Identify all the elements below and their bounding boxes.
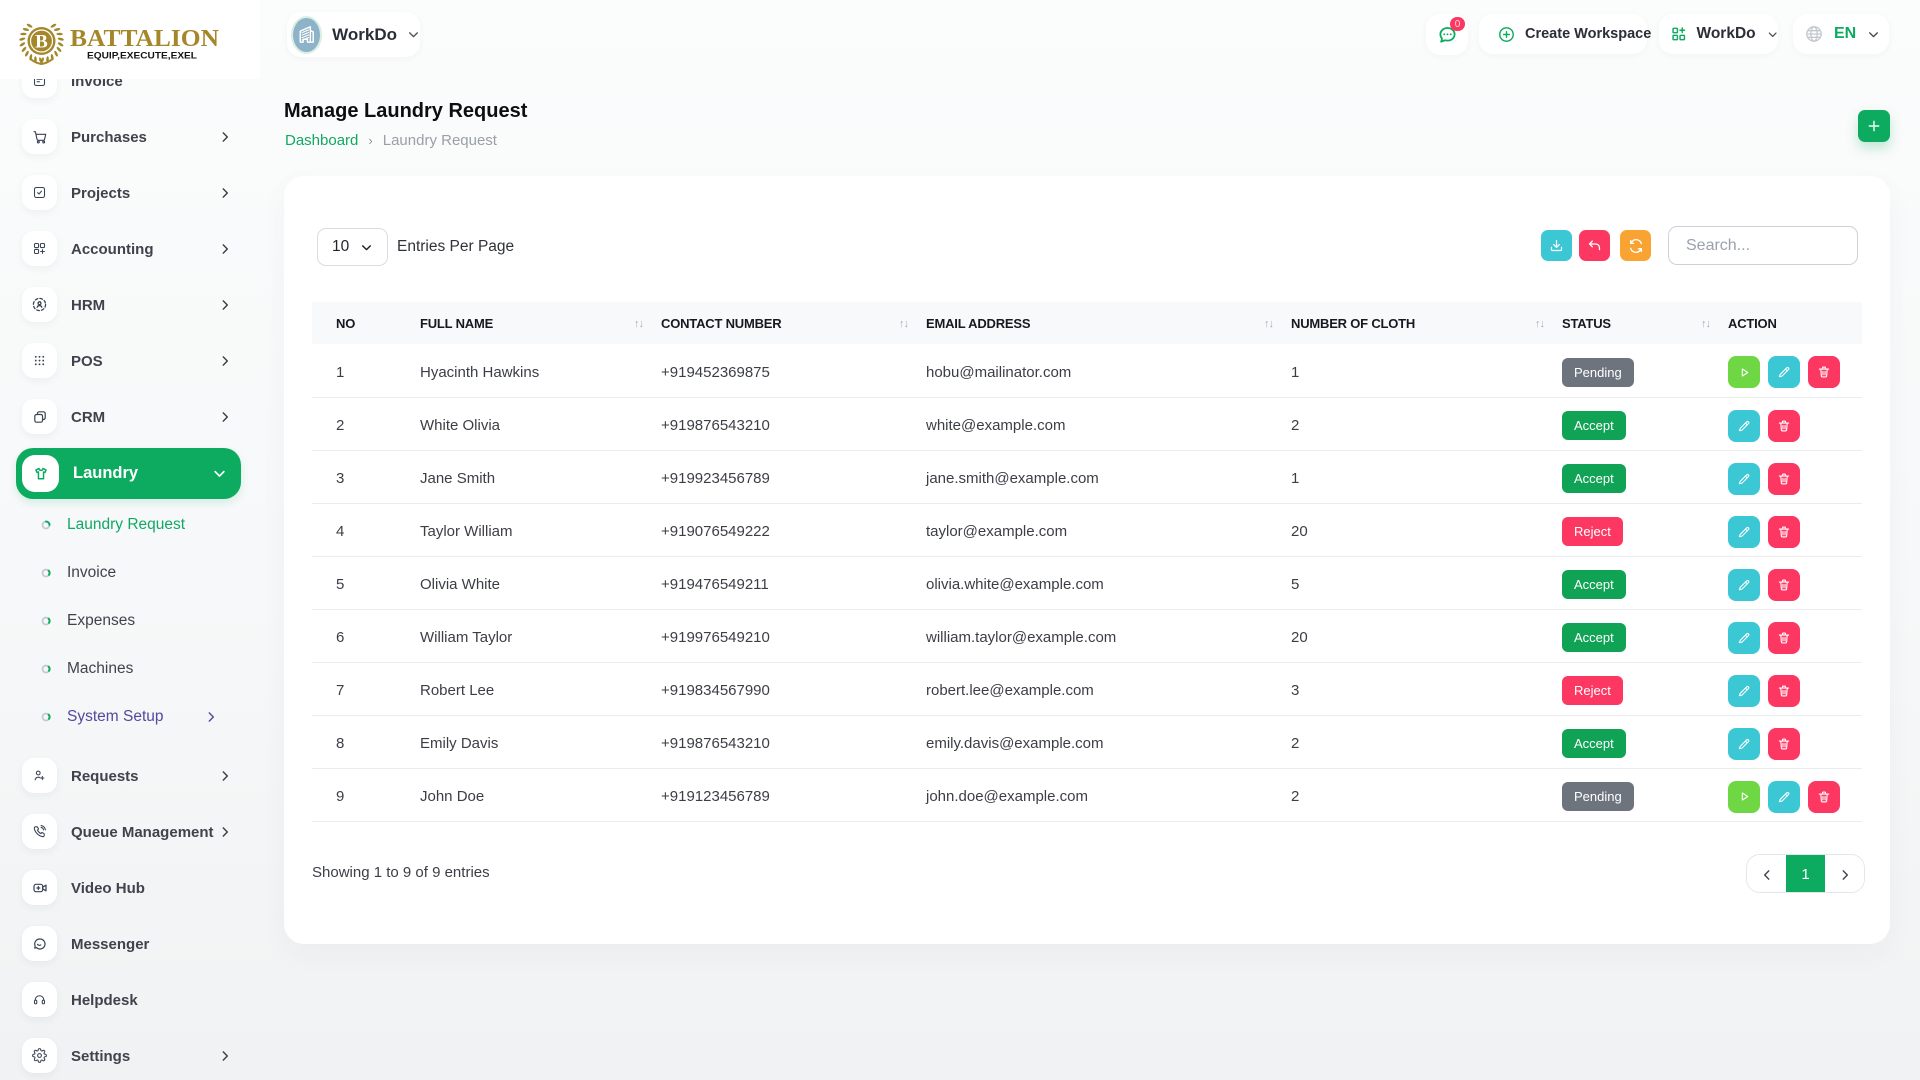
svg-text:EQUIP,EXECUTE,EXEL: EQUIP,EXECUTE,EXEL bbox=[87, 51, 197, 62]
svg-text:B: B bbox=[35, 32, 48, 53]
svg-text:BATTALION: BATTALION bbox=[70, 26, 220, 52]
